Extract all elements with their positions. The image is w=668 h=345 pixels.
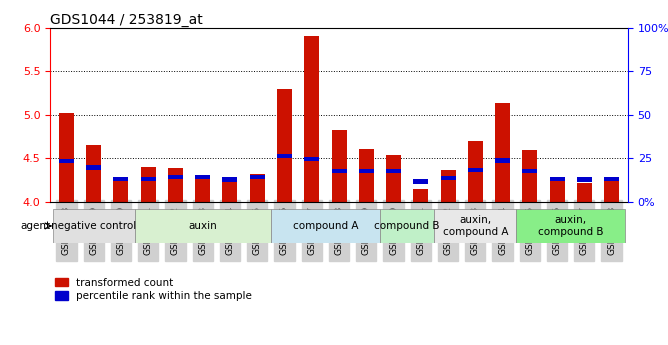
Legend: transformed count, percentile rank within the sample: transformed count, percentile rank withi… bbox=[55, 278, 252, 301]
Bar bbox=[304, 36, 319, 202]
Bar bbox=[413, 189, 428, 202]
Bar bbox=[434, 209, 516, 243]
Text: auxin,
compound A: auxin, compound A bbox=[442, 215, 508, 237]
Bar bbox=[250, 174, 265, 202]
Text: auxin,
compound B: auxin, compound B bbox=[538, 215, 603, 237]
Bar bbox=[304, 157, 319, 161]
Bar bbox=[359, 169, 374, 173]
Bar bbox=[114, 177, 128, 181]
Bar bbox=[495, 158, 510, 162]
Bar bbox=[516, 209, 625, 243]
Bar bbox=[250, 175, 265, 179]
Bar bbox=[331, 169, 347, 173]
Bar bbox=[141, 167, 156, 202]
Bar bbox=[141, 177, 156, 181]
Text: agent: agent bbox=[20, 221, 50, 231]
Bar bbox=[114, 181, 128, 202]
Bar bbox=[134, 209, 271, 243]
Bar bbox=[386, 169, 401, 173]
Bar bbox=[604, 177, 619, 181]
Bar bbox=[222, 180, 238, 202]
Bar bbox=[440, 176, 456, 180]
Bar bbox=[271, 209, 380, 243]
Bar bbox=[195, 176, 210, 202]
Bar bbox=[222, 177, 238, 182]
Bar bbox=[359, 149, 374, 202]
Bar bbox=[195, 175, 210, 179]
Bar bbox=[604, 180, 619, 202]
Text: compound A: compound A bbox=[293, 221, 358, 231]
Bar bbox=[522, 169, 537, 173]
Bar bbox=[440, 170, 456, 202]
Bar bbox=[495, 104, 510, 202]
Bar bbox=[386, 155, 401, 202]
Text: compound B: compound B bbox=[374, 221, 440, 231]
Bar bbox=[277, 89, 292, 202]
Bar bbox=[277, 154, 292, 158]
Bar bbox=[576, 177, 592, 182]
Bar bbox=[53, 209, 134, 243]
Text: GDS1044 / 253819_at: GDS1044 / 253819_at bbox=[50, 12, 203, 27]
Bar bbox=[550, 180, 564, 202]
Bar bbox=[468, 141, 483, 202]
Bar bbox=[331, 129, 347, 202]
Bar bbox=[86, 165, 102, 170]
Bar bbox=[380, 209, 434, 243]
Bar bbox=[576, 183, 592, 202]
Bar bbox=[168, 168, 183, 202]
Bar bbox=[550, 177, 564, 181]
Bar bbox=[59, 113, 74, 202]
Bar bbox=[468, 168, 483, 172]
Bar bbox=[59, 159, 74, 164]
Bar bbox=[413, 179, 428, 184]
Text: auxin: auxin bbox=[188, 221, 217, 231]
Bar bbox=[522, 150, 537, 202]
Bar bbox=[168, 175, 183, 179]
Bar bbox=[86, 145, 102, 202]
Text: negative control: negative control bbox=[51, 221, 136, 231]
